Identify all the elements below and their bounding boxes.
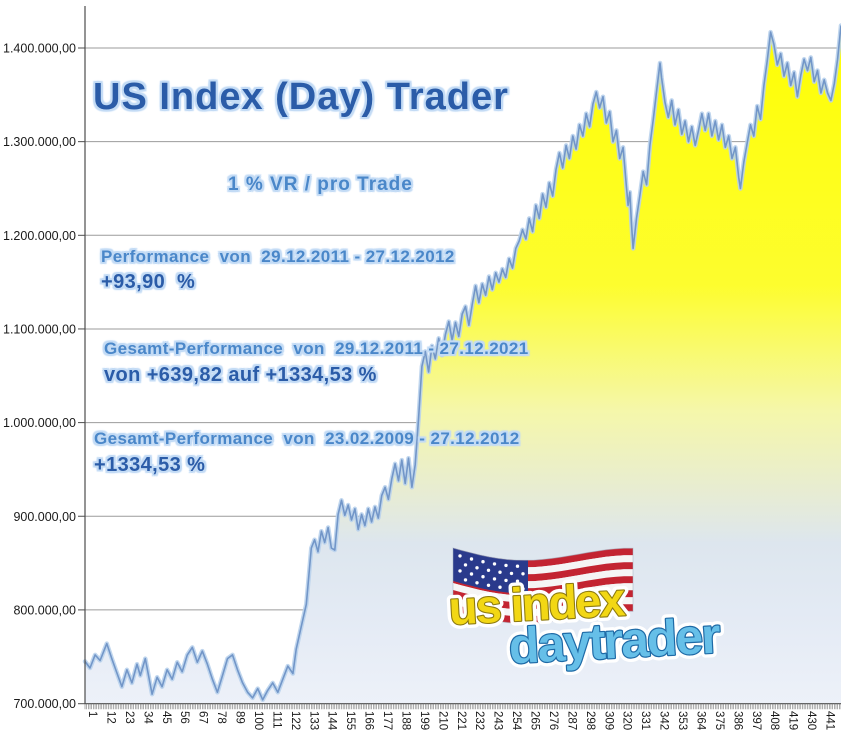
x-tick-label: 1 xyxy=(86,711,98,717)
logo-line1-outline: us index xyxy=(447,572,626,634)
performance-2012-value: +93,90 % xyxy=(101,271,196,293)
x-tick-label: 133 xyxy=(307,711,319,730)
logo-line1-text: us index xyxy=(447,572,626,634)
y-tick-label: 1.000.000,00 xyxy=(3,416,76,430)
equity-area xyxy=(85,25,841,704)
x-tick-label: 386 xyxy=(731,711,743,730)
x-tick-label: 111 xyxy=(270,711,282,728)
x-tick-label: 23 xyxy=(123,711,135,724)
x-tick-label: 122 xyxy=(289,711,301,730)
x-tick-label: 12 xyxy=(104,711,116,724)
y-tick-label: 800.000,00 xyxy=(13,603,76,617)
x-tick-label: 430 xyxy=(805,711,817,730)
y-axis-labels: 700.000,00 800.000,00 900.000,00 1.000.000,… xyxy=(3,42,76,712)
equity-line xyxy=(84,25,841,701)
x-axis-labels: 1 12 23 34 45 56 67 78 89 100 111 122 133 144 155 166 17… xyxy=(86,711,836,731)
x-tick-label: 100 xyxy=(252,711,264,730)
x-tick-label: 34 xyxy=(141,711,153,724)
x-axis-ticks xyxy=(84,703,841,710)
x-tick-label: 342 xyxy=(658,711,670,730)
logo-line2-text: daytrader xyxy=(507,607,721,674)
x-tick-label: 67 xyxy=(197,711,209,724)
x-tick-label: 265 xyxy=(529,711,541,730)
x-tick-label: 419 xyxy=(787,711,799,730)
x-tick-label: 177 xyxy=(381,711,393,730)
x-tick-label: 408 xyxy=(768,711,780,730)
total-performance-2021-value: von +639,82 auf +1334,53 % xyxy=(104,364,377,386)
total-performance-2012-label: Gesamt-Performance von 23.02.2009 - 27.1… xyxy=(94,429,520,448)
x-tick-label: 309 xyxy=(602,711,614,730)
x-tick-label: 298 xyxy=(584,711,596,730)
x-tick-label: 320 xyxy=(621,711,633,730)
x-tick-label: 364 xyxy=(694,711,706,731)
y-tick-label: 900.000,00 xyxy=(13,510,76,524)
x-tick-label: 144 xyxy=(326,711,338,731)
x-tick-label: 232 xyxy=(473,711,485,730)
x-tick-label: 254 xyxy=(510,711,522,731)
us-index-daytrader-logo: us index us index daytrader daytrader xyxy=(443,547,726,679)
x-tick-label: 45 xyxy=(160,711,172,724)
y-tick-label: 1.300.000,00 xyxy=(3,135,76,149)
x-tick-label: 375 xyxy=(713,711,725,730)
y-tick-label: 700.000,00 xyxy=(13,697,76,711)
x-tick-label: 397 xyxy=(750,711,762,730)
x-tick-label: 276 xyxy=(547,711,559,730)
total-performance-2012-value: +1334,53 % xyxy=(94,454,206,476)
x-tick-label: 166 xyxy=(363,711,375,730)
x-tick-label: 353 xyxy=(676,711,688,730)
x-tick-label: 441 xyxy=(824,711,836,730)
chart-subtitle: 1 % VR / pro Trade xyxy=(228,174,413,195)
x-tick-label: 56 xyxy=(178,711,190,724)
chart-title: US Index (Day) Trader xyxy=(93,76,509,118)
x-tick-label: 78 xyxy=(215,711,227,724)
x-tick-label: 210 xyxy=(436,711,448,730)
x-tick-label: 331 xyxy=(639,711,651,730)
total-performance-2021-label: Gesamt-Performance von 29.12.2011 - 27.1… xyxy=(104,339,529,358)
x-tick-label: 221 xyxy=(455,711,467,730)
performance-2012-label: Performance von 29.12.2011 - 27.12.2012 xyxy=(101,247,455,266)
y-tick-label: 1.100.000,00 xyxy=(3,322,76,336)
x-tick-label: 287 xyxy=(565,711,577,730)
logo-wordmark: us index us index daytrader daytrader xyxy=(443,568,726,679)
y-tick-label: 1.400.000,00 xyxy=(3,42,76,56)
x-tick-label: 188 xyxy=(399,711,411,730)
y-tick-label: 1.200.000,00 xyxy=(3,229,76,243)
x-tick-label: 155 xyxy=(344,711,356,730)
x-tick-label: 199 xyxy=(418,711,430,730)
us-flag-icon xyxy=(452,547,634,624)
x-tick-label: 89 xyxy=(234,711,246,724)
x-tick-label: 243 xyxy=(492,711,504,730)
